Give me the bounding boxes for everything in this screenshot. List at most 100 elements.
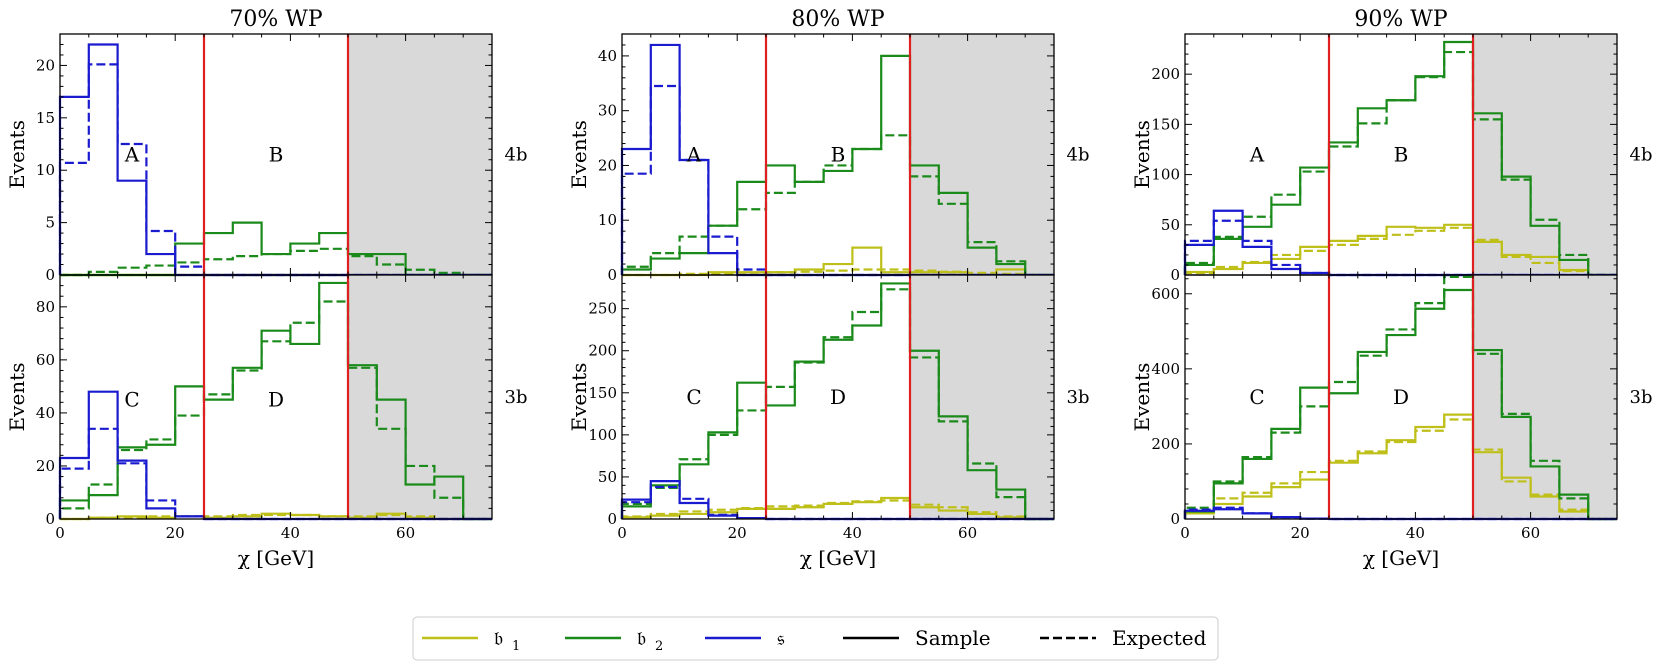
shaded-region <box>910 34 1054 275</box>
chart-column-2: 80% WP 0 10 20 30 40 Events A B 4b 0 50 100 150 200 250… <box>567 7 1089 570</box>
region-label-D: D <box>1393 385 1409 409</box>
y-tick-label: 40 <box>36 404 55 422</box>
y-tick-label: 5 <box>45 214 55 232</box>
series-b2-expected <box>620 288 1054 521</box>
y-tick-label: 400 <box>1151 360 1180 378</box>
series-b1-sample <box>620 496 1054 521</box>
legend-label-expected: Expected <box>1112 626 1207 650</box>
region-label-A: A <box>124 143 140 167</box>
region-label-B: B <box>1394 143 1409 167</box>
panel-frame <box>1184 274 1618 520</box>
x-tick-label: 60 <box>1521 524 1540 542</box>
series-b1-expected <box>1183 226 1617 277</box>
y-axis-label: Events <box>5 363 29 432</box>
y-tick-label: 10 <box>598 211 617 229</box>
x-tick-label: 60 <box>396 524 415 542</box>
region-label-D: D <box>268 388 284 412</box>
y-axis-label: Events <box>1130 363 1154 432</box>
panel-frame <box>59 274 493 520</box>
panel-3b: 0 200 400 600 Events C D 3b 0 20 40 60 χ [GeV] <box>1130 274 1653 570</box>
x-tick-label: 20 <box>1291 524 1310 542</box>
y-tick-label: 50 <box>1161 216 1180 234</box>
panel-4b: 0 50 100 150 200 Events A B 4b <box>1130 33 1653 284</box>
legend-label-sample: Sample <box>915 626 991 650</box>
panel-4b: 0 10 20 30 40 Events A B 4b <box>567 33 1090 284</box>
shaded-region <box>1473 275 1617 519</box>
series-b1-expected <box>620 499 1054 521</box>
y-tick-label: 200 <box>588 342 617 360</box>
chart-column-1: 70% WP 0 5 10 15 20 Events A B 4b 0 20 40 60 80 Events C… <box>5 7 527 570</box>
region-label-C: C <box>124 388 139 412</box>
x-axis-label: χ [GeV] <box>238 546 314 570</box>
y-tick-label: 100 <box>1151 166 1180 184</box>
x-tick-label: 60 <box>958 524 977 542</box>
x-tick-label: 20 <box>166 524 185 542</box>
x-tick-label: 20 <box>728 524 747 542</box>
series-b2-expected <box>60 247 492 277</box>
panel-3b: 0 50 100 150 200 250 Events C D 3b 0 20 40 60 χ [GeV] <box>567 274 1090 570</box>
y-tick-label: 10 <box>36 161 55 179</box>
row-label-3b: 3b <box>1630 387 1653 408</box>
row-label-4b: 4b <box>505 145 528 166</box>
row-label-3b: 3b <box>505 387 528 408</box>
y-tick-label: 0 <box>607 510 617 528</box>
legend-frame <box>412 616 1219 661</box>
y-tick-label: 0 <box>45 510 55 528</box>
legend-label-subscript: 2 <box>655 639 663 654</box>
legend-label-subscript: 1 <box>512 639 520 654</box>
shaded-region <box>1473 34 1617 275</box>
y-tick-label: 200 <box>1151 65 1180 83</box>
region-label-D: D <box>830 385 846 409</box>
x-tick-label: 0 <box>617 524 627 542</box>
y-tick-label: 20 <box>36 56 55 74</box>
x-tick-label: 40 <box>843 524 862 542</box>
y-tick-label: 250 <box>588 300 617 318</box>
legend: 𝔟 1 𝔟 2 𝔰 Sample Expected <box>412 616 1219 661</box>
row-label-4b: 4b <box>1630 145 1653 166</box>
region-label-C: C <box>686 385 701 409</box>
y-tick-label: 30 <box>598 102 617 120</box>
y-tick-label: 50 <box>598 468 617 486</box>
region-label-A: A <box>1249 143 1265 167</box>
region-label-C: C <box>1249 385 1264 409</box>
y-axis-label: Events <box>567 120 591 189</box>
y-tick-label: 600 <box>1151 285 1180 303</box>
y-axis-label: Events <box>567 363 591 432</box>
y-axis-label: Events <box>5 120 29 189</box>
y-tick-label: 40 <box>598 47 617 65</box>
x-axis-label: χ [GeV] <box>800 546 876 570</box>
legend-label-s: 𝔰 <box>777 626 785 650</box>
series-b1-expected <box>1183 418 1617 521</box>
shaded-region <box>910 275 1054 519</box>
y-tick-label: 15 <box>36 109 55 127</box>
y-tick-label: 0 <box>607 266 617 284</box>
x-axis-label: χ [GeV] <box>1363 546 1439 570</box>
chart-title: 70% WP <box>229 7 323 32</box>
region-label-A: A <box>686 143 702 167</box>
shaded-region <box>348 34 492 275</box>
series-b2-expected <box>620 134 1054 277</box>
y-tick-label: 150 <box>588 384 617 402</box>
x-tick-label: 40 <box>281 524 300 542</box>
region-label-B: B <box>831 143 846 167</box>
x-tick-label: 40 <box>1406 524 1425 542</box>
series-b2-expected <box>1183 275 1617 521</box>
chart-title: 90% WP <box>1354 7 1448 32</box>
shaded-region <box>348 275 492 519</box>
x-tick-label: 0 <box>1180 524 1190 542</box>
legend-label-b1: 𝔟 <box>494 626 503 650</box>
row-label-3b: 3b <box>1067 387 1090 408</box>
y-tick-label: 0 <box>45 266 55 284</box>
series-b1-expected <box>622 268 1054 277</box>
panel-3b: 0 20 40 60 80 Events C D 3b 0 20 40 60 χ [GeV] <box>5 274 528 570</box>
series-b2-expected <box>58 300 492 521</box>
row-label-4b: 4b <box>1067 145 1090 166</box>
region-label-B: B <box>269 143 284 167</box>
y-tick-label: 100 <box>588 426 617 444</box>
series-b2-expected <box>1183 50 1617 277</box>
y-tick-label: 20 <box>36 457 55 475</box>
legend-label-b2: 𝔟 <box>637 626 646 650</box>
chart-title: 80% WP <box>791 7 885 32</box>
